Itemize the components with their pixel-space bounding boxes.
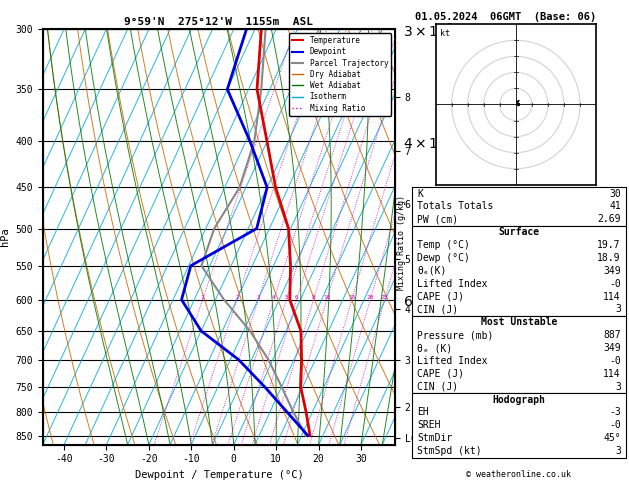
Text: Lifted Index: Lifted Index <box>417 356 487 366</box>
Text: StmDir: StmDir <box>417 433 452 443</box>
Text: θₑ(K): θₑ(K) <box>417 266 447 276</box>
Text: Surface: Surface <box>498 227 540 237</box>
Text: 01.05.2024  06GMT  (Base: 06): 01.05.2024 06GMT (Base: 06) <box>415 12 596 22</box>
Y-axis label: hPa: hPa <box>0 227 10 246</box>
Text: -0: -0 <box>609 356 621 366</box>
Text: -3: -3 <box>609 407 621 417</box>
Text: Mixing Ratio (g/kg): Mixing Ratio (g/kg) <box>397 195 406 291</box>
Text: 349: 349 <box>603 343 621 353</box>
Text: Lifted Index: Lifted Index <box>417 278 487 289</box>
Text: CAPE (J): CAPE (J) <box>417 292 464 302</box>
Text: Dewp (°C): Dewp (°C) <box>417 253 470 263</box>
Text: 20: 20 <box>367 295 374 300</box>
Text: 8: 8 <box>311 295 315 300</box>
Text: 1: 1 <box>201 295 204 300</box>
Text: θₑ (K): θₑ (K) <box>417 343 452 353</box>
Title: 9°59'N  275°12'W  1155m  ASL: 9°59'N 275°12'W 1155m ASL <box>125 17 313 27</box>
Text: CIN (J): CIN (J) <box>417 382 458 392</box>
Text: 2: 2 <box>235 295 239 300</box>
Text: 5: 5 <box>284 295 288 300</box>
Text: Most Unstable: Most Unstable <box>481 317 557 328</box>
Y-axis label: km
ASL: km ASL <box>464 226 482 248</box>
Text: Pressure (mb): Pressure (mb) <box>417 330 493 340</box>
Text: 25: 25 <box>381 295 389 300</box>
Text: 30: 30 <box>609 189 621 199</box>
Text: 41: 41 <box>609 201 621 211</box>
Text: kt: kt <box>440 29 450 37</box>
Text: 2.69: 2.69 <box>598 214 621 225</box>
Text: 10: 10 <box>323 295 331 300</box>
Text: 887: 887 <box>603 330 621 340</box>
Text: -0: -0 <box>609 278 621 289</box>
Text: K: K <box>417 189 423 199</box>
Text: -0: -0 <box>609 420 621 431</box>
Text: Hodograph: Hodograph <box>493 395 545 405</box>
Text: 3: 3 <box>615 382 621 392</box>
Legend: Temperature, Dewpoint, Parcel Trajectory, Dry Adiabat, Wet Adiabat, Isotherm, Mi: Temperature, Dewpoint, Parcel Trajectory… <box>289 33 391 116</box>
Text: 3: 3 <box>256 295 260 300</box>
Text: 15: 15 <box>348 295 355 300</box>
Text: 3: 3 <box>615 304 621 314</box>
Text: 19.7: 19.7 <box>598 240 621 250</box>
Text: Totals Totals: Totals Totals <box>417 201 493 211</box>
Text: EH: EH <box>417 407 429 417</box>
Text: 45°: 45° <box>603 433 621 443</box>
Text: 114: 114 <box>603 369 621 379</box>
Text: 6: 6 <box>295 295 299 300</box>
Text: Temp (°C): Temp (°C) <box>417 240 470 250</box>
Text: CIN (J): CIN (J) <box>417 304 458 314</box>
Text: 114: 114 <box>603 292 621 302</box>
Text: StmSpd (kt): StmSpd (kt) <box>417 446 482 456</box>
Text: PW (cm): PW (cm) <box>417 214 458 225</box>
Text: 4: 4 <box>272 295 276 300</box>
Text: 18.9: 18.9 <box>598 253 621 263</box>
Text: SREH: SREH <box>417 420 440 431</box>
Text: 3: 3 <box>615 446 621 456</box>
X-axis label: Dewpoint / Temperature (°C): Dewpoint / Temperature (°C) <box>135 470 303 480</box>
Text: CAPE (J): CAPE (J) <box>417 369 464 379</box>
Text: © weatheronline.co.uk: © weatheronline.co.uk <box>467 469 571 479</box>
Text: 349: 349 <box>603 266 621 276</box>
